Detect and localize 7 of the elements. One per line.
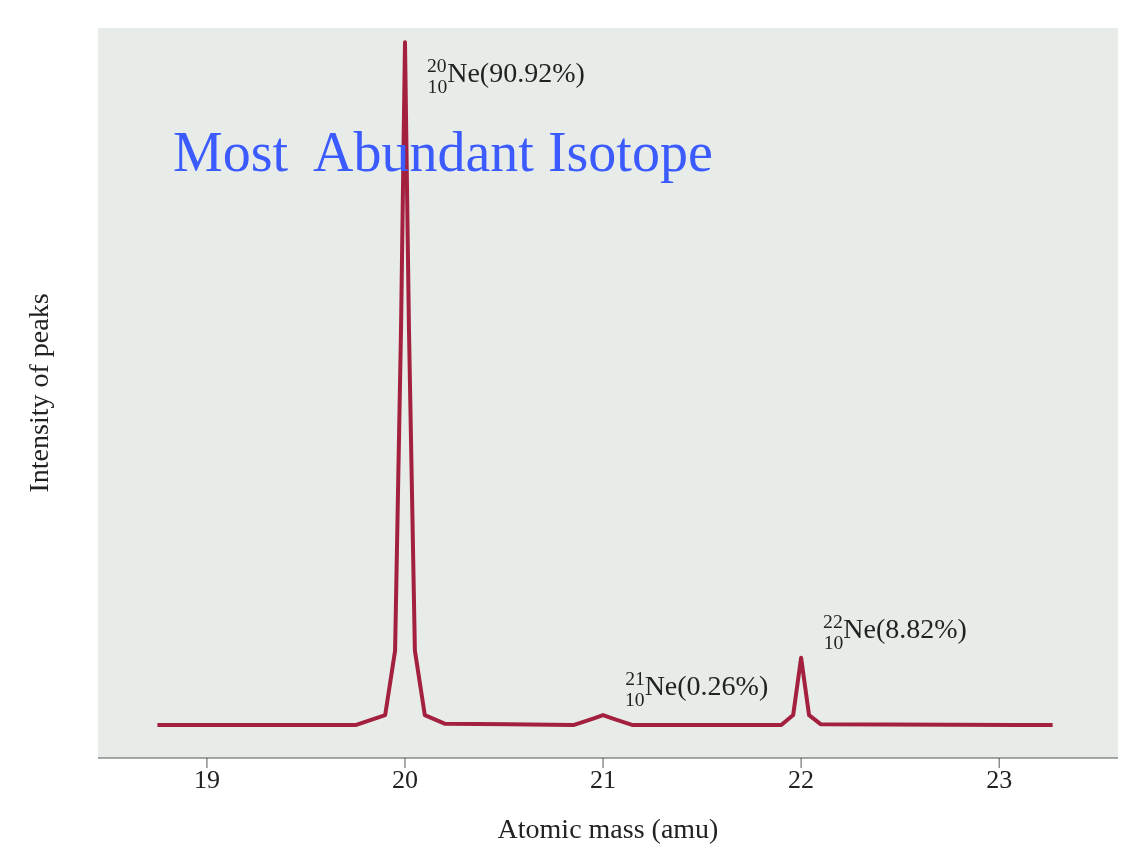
x-tick-label: 21 — [590, 765, 617, 795]
x-tick-label: 22 — [788, 765, 815, 795]
x-axis-title: Atomic mass (amu) — [497, 813, 719, 844]
x-tick-label: 20 — [391, 765, 418, 795]
y-axis-title: Intensity of peaks — [22, 293, 54, 493]
x-tick-label: 23 — [986, 765, 1013, 795]
x-tick-label: 19 — [193, 765, 220, 795]
